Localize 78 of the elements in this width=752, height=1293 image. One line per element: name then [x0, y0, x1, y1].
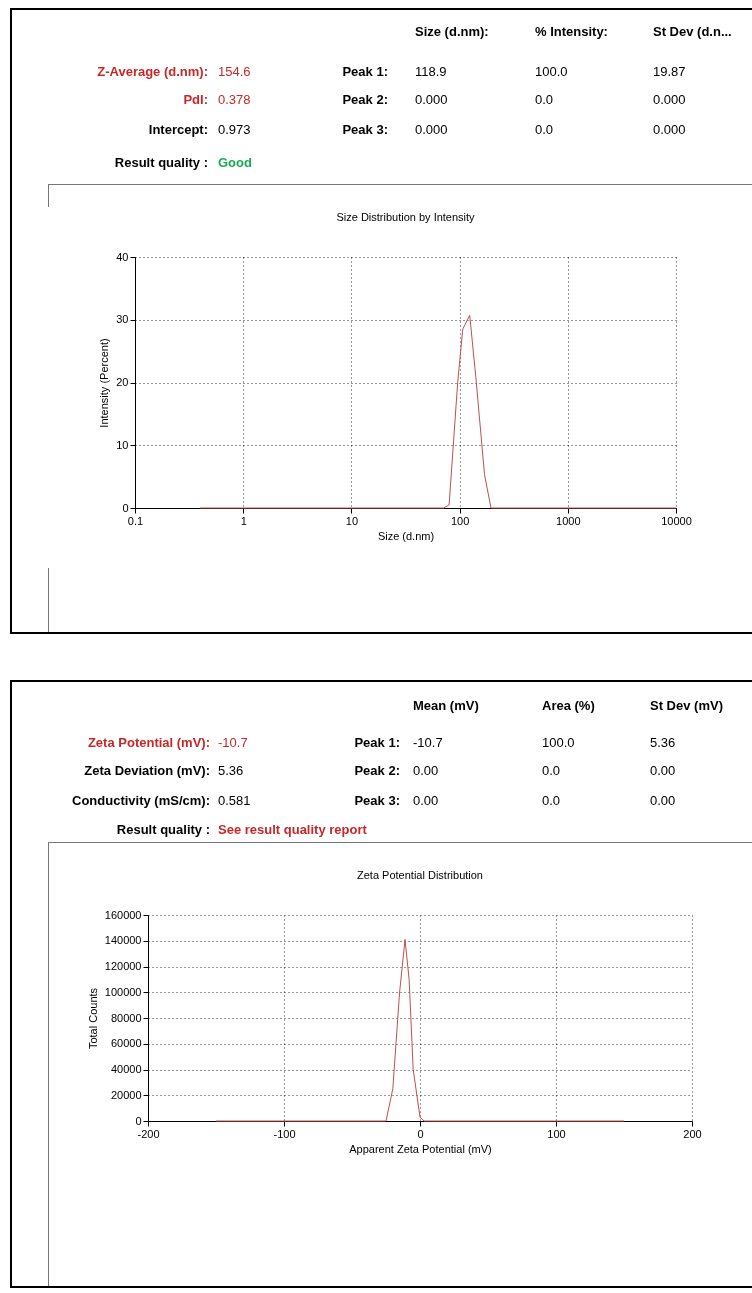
text: 154.6	[218, 64, 251, 79]
text: 0.00	[413, 793, 439, 808]
text: Intercept:	[148, 122, 208, 137]
x-tick-label: 0	[417, 1127, 424, 1140]
text: Peak 1:	[354, 735, 400, 750]
text: 0.0	[542, 793, 561, 808]
text: 0.0	[535, 122, 554, 137]
text: St Dev (d.n...	[653, 24, 732, 39]
line-series	[215, 938, 625, 1122]
y-tick-label: 30	[116, 313, 129, 326]
text: Peak 2:	[342, 92, 388, 107]
text: 5.36	[218, 763, 244, 778]
text: -10.7	[218, 735, 248, 750]
text: 0.0	[535, 92, 554, 107]
text: 5.36	[650, 735, 676, 750]
y-tick-label: 160000	[104, 908, 142, 921]
text: 100.0	[542, 735, 575, 750]
text: Conductivity (mS/cm):	[72, 793, 210, 808]
chart-title: Zeta Potential Distribution	[357, 869, 483, 881]
text: Zeta Potential (mV):	[87, 735, 210, 750]
y-tick-label: 20000	[110, 1088, 142, 1101]
text: Peak 1:	[342, 64, 388, 79]
text: 0.000	[415, 122, 448, 137]
text: Zeta Deviation (mV):	[84, 763, 210, 778]
text: Area (%)	[542, 698, 595, 713]
chart-title: Size Distribution by Intensity	[336, 211, 476, 223]
text: 0.581	[218, 793, 251, 808]
text: 0.000	[653, 92, 686, 107]
y-tick-label: 120000	[104, 960, 142, 972]
text: Result quality :	[114, 155, 208, 170]
y-tick-label: 80000	[110, 1011, 142, 1024]
y-tick-label: 60000	[110, 1037, 142, 1050]
text: Peak 2:	[354, 763, 400, 778]
y-tick-label: 10	[116, 438, 129, 451]
text: See result quality report	[218, 822, 367, 837]
text: 0.000	[653, 122, 686, 137]
x-axis-title: Apparent Zeta Potential (mV)	[349, 1142, 492, 1155]
y-tick-label: 20	[116, 376, 129, 388]
text: 0.0	[542, 763, 561, 778]
text: 100.0	[535, 64, 568, 79]
text: -10.7	[413, 735, 443, 750]
text: St Dev (mV)	[650, 698, 723, 713]
text: 0.973	[218, 122, 251, 137]
x-tick-label: 200	[683, 1127, 702, 1140]
x-tick-label: 100	[547, 1127, 566, 1140]
text: Z-Average (d.nm):	[97, 64, 208, 79]
x-tick-label: 0.1	[127, 514, 144, 527]
x-axis-title: Size (d.nm)	[377, 529, 435, 542]
text: 0.00	[650, 763, 676, 778]
y-axis-title: Intensity (Percent)	[98, 338, 111, 428]
text: 118.9	[415, 64, 447, 79]
text: 0.00	[650, 793, 676, 808]
y-tick-label: 100000	[104, 985, 142, 998]
text: Peak 3:	[354, 793, 400, 808]
text: Good	[218, 155, 252, 170]
text: Peak 3:	[342, 122, 388, 137]
text: 0.378	[218, 92, 251, 107]
text: 0.00	[413, 763, 439, 778]
x-tick-label: 10000	[661, 514, 692, 527]
text: Mean (mV)	[413, 698, 479, 713]
y-tick-label: 0	[122, 501, 129, 514]
y-axis-title: Total Counts	[86, 987, 99, 1050]
x-tick-label: 1	[240, 514, 247, 527]
x-tick-label: 10	[345, 514, 359, 527]
text: % Intensity:	[535, 24, 608, 39]
text: 19.87	[653, 64, 686, 79]
x-tick-label: 1000	[556, 514, 581, 527]
text: PdI:	[183, 92, 208, 107]
y-tick-label: 40000	[110, 1063, 142, 1075]
y-tick-label: 40	[116, 250, 129, 263]
y-tick-label: 0	[135, 1114, 142, 1127]
text: 0.000	[415, 92, 448, 107]
x-tick-label: 100	[450, 514, 470, 527]
y-tick-label: 140000	[104, 934, 142, 947]
x-tick-label: -100	[273, 1127, 296, 1140]
x-tick-label: -200	[137, 1127, 160, 1140]
text: Size (d.nm):	[415, 24, 489, 39]
text: Result quality :	[116, 822, 210, 837]
